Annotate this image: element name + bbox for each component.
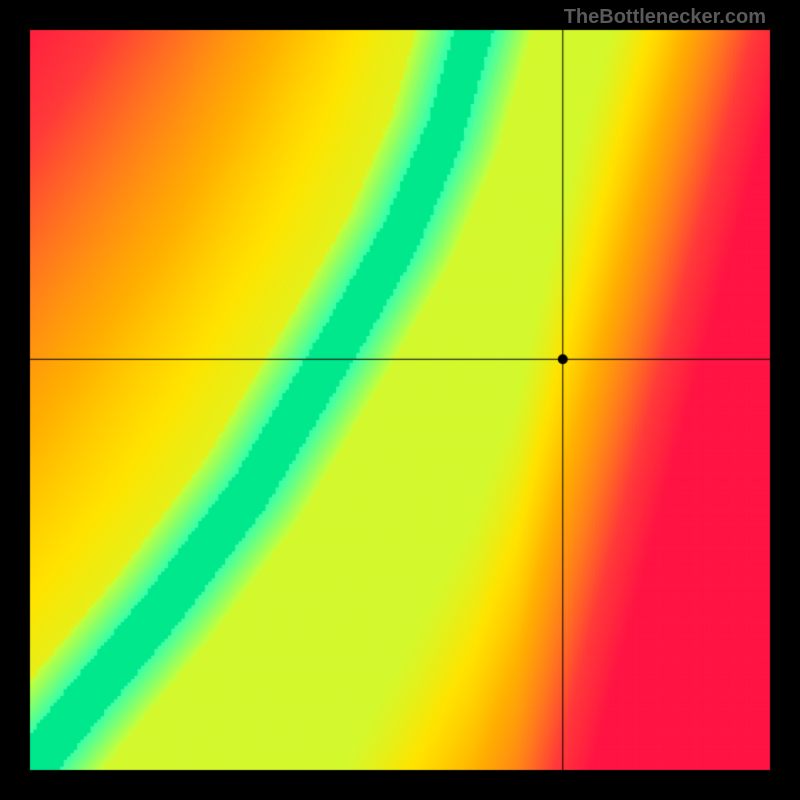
chart-container: { "chart": { "type": "heatmap", "canvas_…	[0, 0, 800, 800]
bottleneck-heatmap	[0, 0, 800, 800]
